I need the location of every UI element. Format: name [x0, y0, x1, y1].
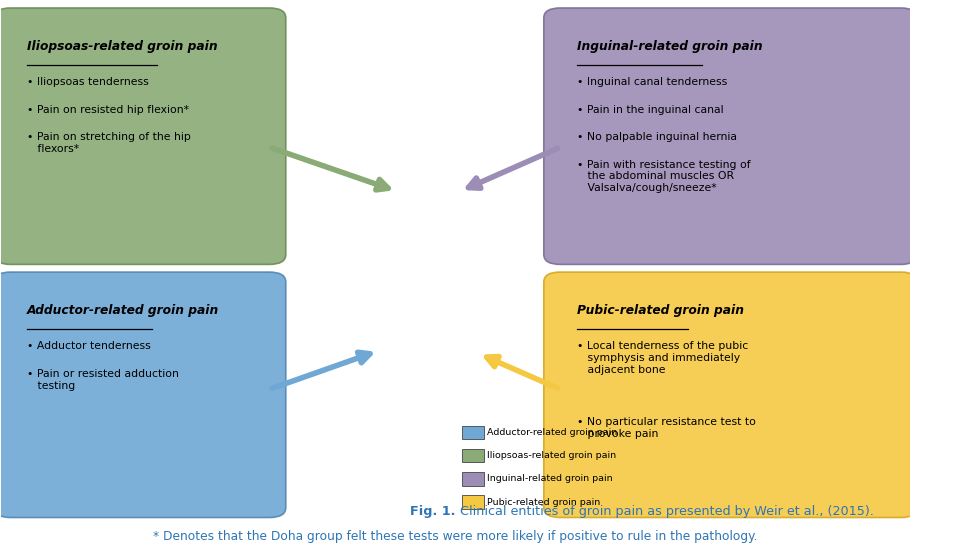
Text: Adductor-related groin pain: Adductor-related groin pain [488, 428, 618, 437]
Text: • Pain or resisted adduction
   testing: • Pain or resisted adduction testing [27, 369, 179, 390]
Text: • Adductor tenderness: • Adductor tenderness [27, 341, 150, 351]
Text: Inguinal-related groin pain: Inguinal-related groin pain [488, 474, 613, 483]
FancyBboxPatch shape [462, 472, 484, 486]
Text: • Pain in the inguinal canal: • Pain in the inguinal canal [577, 105, 723, 115]
FancyBboxPatch shape [0, 272, 285, 518]
Text: Fig. 1.: Fig. 1. [410, 505, 456, 519]
FancyBboxPatch shape [544, 8, 917, 264]
FancyBboxPatch shape [0, 8, 285, 264]
Text: • Pain with resistance testing of
   the abdominal muscles OR
   Valsalva/cough/: • Pain with resistance testing of the ab… [577, 160, 750, 193]
Text: Inguinal-related groin pain: Inguinal-related groin pain [577, 40, 763, 53]
Text: • Pain on resisted hip flexion*: • Pain on resisted hip flexion* [27, 105, 189, 115]
FancyBboxPatch shape [544, 272, 917, 518]
Text: • No particular resistance test to
   provoke pain: • No particular resistance test to provo… [577, 418, 756, 439]
Text: • Iliopsoas tenderness: • Iliopsoas tenderness [27, 77, 148, 87]
Text: • No palpable inguinal hernia: • No palpable inguinal hernia [577, 132, 737, 142]
FancyBboxPatch shape [462, 449, 484, 462]
Text: Pubic-related groin pain: Pubic-related groin pain [577, 304, 743, 317]
FancyBboxPatch shape [462, 495, 484, 509]
Text: Iliopsoas-related groin pain: Iliopsoas-related groin pain [488, 451, 617, 460]
FancyBboxPatch shape [462, 426, 484, 440]
Text: • Pain on stretching of the hip
   flexors*: • Pain on stretching of the hip flexors* [27, 132, 191, 154]
Text: Clinical entities of groin pain as presented by Weir et al., (2015).: Clinical entities of groin pain as prese… [456, 505, 874, 519]
Text: Pubic-related groin pain: Pubic-related groin pain [488, 498, 601, 507]
Text: • Inguinal canal tenderness: • Inguinal canal tenderness [577, 77, 727, 87]
Text: • Local tenderness of the pubic
   symphysis and immediately
   adjacent bone: • Local tenderness of the pubic symphysi… [577, 341, 748, 374]
Text: Iliopsoas-related groin pain: Iliopsoas-related groin pain [27, 40, 217, 53]
Text: * Denotes that the Doha group felt these tests were more likely if positive to r: * Denotes that the Doha group felt these… [153, 530, 758, 542]
Text: Adductor-related groin pain: Adductor-related groin pain [27, 304, 219, 317]
